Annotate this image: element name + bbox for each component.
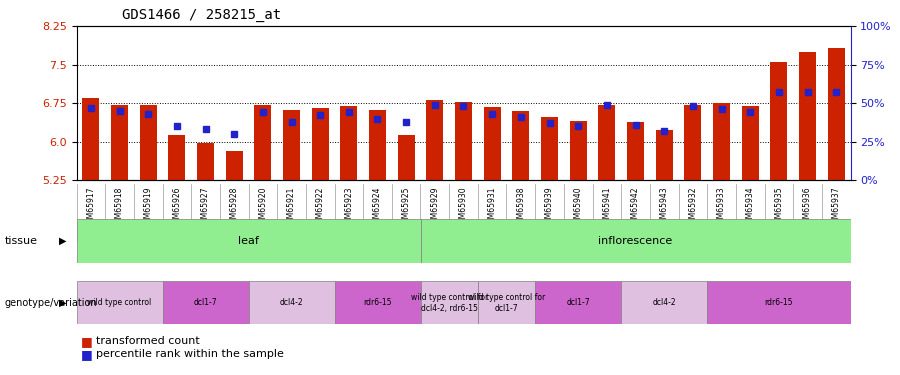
Text: GSM65919: GSM65919	[144, 187, 153, 228]
Bar	[197, 143, 214, 180]
Bar	[76, 219, 420, 262]
Text: GSM65930: GSM65930	[459, 187, 468, 228]
Bar	[621, 281, 707, 324]
Text: dcl4-2: dcl4-2	[652, 298, 676, 307]
Bar	[627, 122, 644, 180]
Text: ▶: ▶	[59, 236, 67, 246]
Bar	[478, 281, 536, 324]
Text: wild type control for
dcl4-2, rdr6-15: wild type control for dcl4-2, rdr6-15	[410, 293, 488, 312]
Text: GSM65941: GSM65941	[602, 187, 611, 228]
Bar	[541, 117, 558, 180]
Bar	[248, 281, 335, 324]
Text: GSM65925: GSM65925	[401, 187, 410, 228]
Bar	[340, 106, 357, 180]
Text: GSM65943: GSM65943	[660, 187, 669, 228]
Text: GSM65924: GSM65924	[373, 187, 382, 228]
Bar	[140, 105, 157, 180]
Bar	[512, 111, 529, 180]
Text: GSM65942: GSM65942	[631, 187, 640, 228]
Bar	[454, 102, 472, 180]
Text: dcl4-2: dcl4-2	[280, 298, 303, 307]
Text: GSM65940: GSM65940	[573, 187, 582, 228]
Bar	[335, 281, 420, 324]
Bar	[707, 281, 850, 324]
Text: GSM65931: GSM65931	[488, 187, 497, 228]
Text: GSM65939: GSM65939	[545, 187, 554, 228]
Bar	[742, 106, 759, 180]
Bar	[226, 151, 243, 180]
Text: percentile rank within the sample: percentile rank within the sample	[96, 350, 284, 359]
Text: rdr6-15: rdr6-15	[364, 298, 392, 307]
Bar	[82, 98, 99, 180]
Text: tissue: tissue	[4, 236, 38, 246]
Text: dcl1-7: dcl1-7	[194, 298, 217, 307]
Text: GSM65921: GSM65921	[287, 187, 296, 228]
Bar	[283, 110, 300, 180]
Text: GSM65936: GSM65936	[803, 187, 812, 228]
Text: inflorescence: inflorescence	[598, 236, 672, 246]
Text: GSM65923: GSM65923	[345, 187, 354, 228]
Text: GSM65937: GSM65937	[832, 187, 841, 228]
Text: wild type control: wild type control	[87, 298, 151, 307]
Text: ▶: ▶	[59, 298, 67, 308]
Bar	[713, 103, 730, 180]
Bar	[684, 105, 701, 180]
Bar	[369, 110, 386, 180]
Bar	[163, 281, 248, 324]
Bar	[483, 107, 500, 180]
Text: dcl1-7: dcl1-7	[566, 298, 590, 307]
Bar	[536, 281, 621, 324]
Text: GSM65917: GSM65917	[86, 187, 95, 228]
Text: ■: ■	[81, 335, 93, 348]
Bar	[254, 105, 272, 180]
Text: leaf: leaf	[238, 236, 259, 246]
Text: GSM65920: GSM65920	[258, 187, 267, 228]
Bar	[427, 99, 444, 180]
Text: GSM65938: GSM65938	[517, 187, 526, 228]
Bar	[76, 281, 163, 324]
Text: wild type control for
dcl1-7: wild type control for dcl1-7	[468, 293, 545, 312]
Bar	[168, 135, 185, 180]
Text: GSM65933: GSM65933	[717, 187, 726, 228]
Text: GDS1466 / 258215_at: GDS1466 / 258215_at	[122, 9, 281, 22]
Bar	[398, 135, 415, 180]
Text: GSM65922: GSM65922	[316, 187, 325, 228]
Text: GSM65929: GSM65929	[430, 187, 439, 228]
Bar	[598, 105, 616, 180]
Text: GSM65932: GSM65932	[688, 187, 698, 228]
Text: GSM65926: GSM65926	[172, 187, 181, 228]
Text: GSM65927: GSM65927	[201, 187, 210, 228]
Text: GSM65935: GSM65935	[774, 187, 783, 228]
Bar	[420, 281, 478, 324]
Bar	[420, 219, 850, 262]
Bar	[655, 130, 673, 180]
Text: ■: ■	[81, 348, 93, 361]
Bar	[570, 121, 587, 180]
Text: GSM65934: GSM65934	[746, 187, 755, 228]
Bar	[828, 48, 845, 180]
Text: genotype/variation: genotype/variation	[4, 298, 97, 308]
Bar	[111, 105, 128, 180]
Text: transformed count: transformed count	[96, 336, 200, 346]
Text: rdr6-15: rdr6-15	[765, 298, 793, 307]
Text: GSM65918: GSM65918	[115, 187, 124, 228]
Bar	[311, 108, 328, 180]
Text: GSM65928: GSM65928	[230, 187, 238, 228]
Bar	[799, 52, 816, 180]
Bar	[770, 62, 788, 180]
